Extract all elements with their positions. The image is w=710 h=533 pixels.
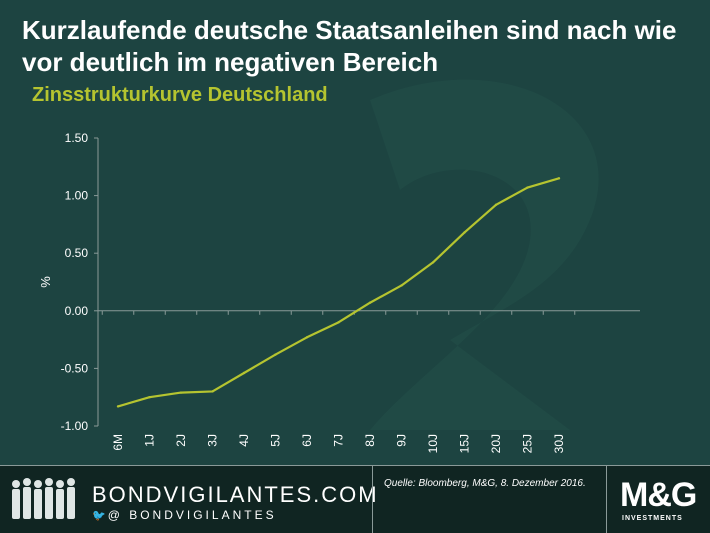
data-point [274,353,277,356]
y-tick-label: 0.50 [65,246,89,260]
x-tick-label: 10J [426,434,440,453]
data-point [148,396,151,399]
people-silhouettes-icon [12,478,75,519]
x-tick-labels: 6M 1J 2J 3J 4J 5J 6J 7J 8J 9J 10J 15J 20J 25J 30J [101,310,576,453]
x-tick-label: 25J [521,434,535,453]
x-tick-label: 9J [395,434,409,447]
data-point [400,284,403,287]
series-line [117,177,560,408]
data-point [179,391,183,394]
x-tick-label: 4J [237,434,251,447]
footer-divider [372,466,373,533]
data-point [526,186,529,189]
data-point [242,371,246,375]
twitter-handle-text: @ BONDVIGILANTES [107,508,277,522]
data-point [305,336,309,339]
data-point [463,231,466,234]
twitter-handle[interactable]: 🐦 @ BONDVIGILANTES [92,508,277,522]
data-point [337,321,340,324]
y-tick-label: -0.50 [61,361,89,375]
chart-axes [97,138,640,426]
x-tick-label: 6M [111,434,125,451]
brand-link[interactable]: BONDVIGILANTES.COM [92,482,379,507]
x-tick-label: 2J [174,434,188,447]
data-point [368,301,372,304]
footer-divider [606,466,607,533]
data-point [211,390,214,393]
mg-logo-subtitle: INVESTMENTS [622,515,683,522]
y-tick-label: 0.00 [65,304,89,318]
y-axis-label: % [38,276,53,288]
data-point [431,261,435,264]
source-note: Quelle: Bloomberg, M&G, 8. Dezember 2016… [384,478,586,489]
y-tick-label: 1.50 [65,131,89,145]
data-point [557,177,561,180]
y-tick-labels: 1.50 1.00 0.50 0.00 -0.50 -1.00 [61,131,98,433]
chart-title: Kurzlaufende deutsche Staatsanleihen sin… [22,15,677,77]
x-tick-label: 7J [332,434,346,447]
data-point [116,405,120,408]
x-tick-label: 3J [206,434,220,447]
x-tick-label: 15J [458,434,472,453]
x-tick-label: 1J [143,434,157,447]
chart-subtitle: Zinsstrukturkurve Deutschland [32,84,328,106]
mg-logo: M&G [620,476,697,514]
x-tick-label: 20J [489,434,503,453]
x-tick-label: 30J [552,434,566,453]
footer-bar: BONDVIGILANTES.COM 🐦 @ BONDVIGILANTES Que… [0,465,710,533]
x-tick-label: 8J [363,434,377,447]
twitter-icon: 🐦 [92,510,106,522]
data-point [494,203,498,207]
x-tick-label: 6J [300,434,314,447]
y-tick-label: 1.00 [65,189,89,203]
y-tick-label: -1.00 [61,419,89,433]
x-tick-label: 5J [269,434,283,447]
series-group [116,177,561,408]
yield-curve-chart: 1.501.000.500.00-0.50-1.00 6M 1J 2J 3J 4J 5J 6… [38,131,640,453]
